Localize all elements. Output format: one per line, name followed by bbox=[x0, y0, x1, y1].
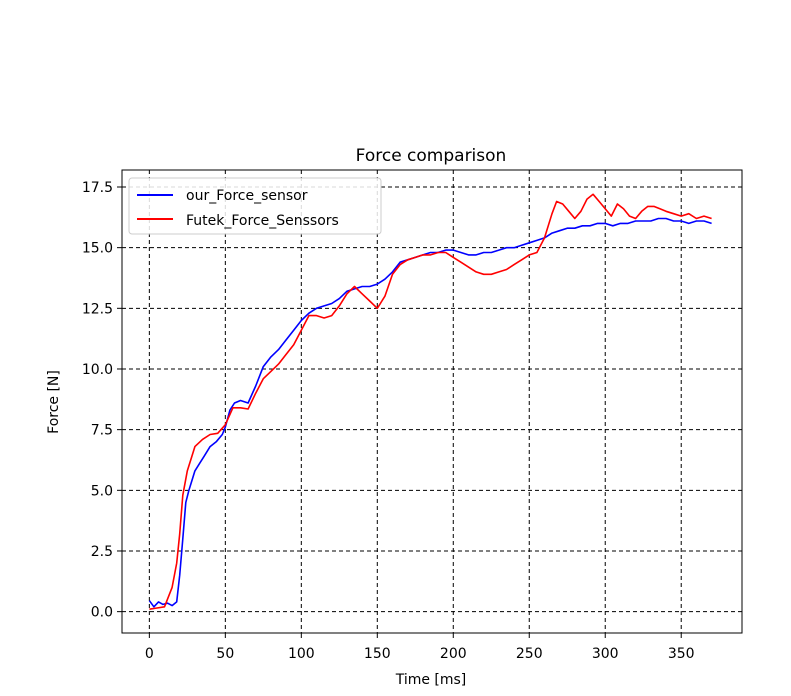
legend-box bbox=[128, 177, 382, 235]
axis-ticks: 0 50 100 150 200 250 300 350 0.0 2.5 5.0 7.5 10.0 12.… bbox=[82, 180, 695, 662]
chart-title: Force comparison bbox=[356, 146, 507, 166]
legend: our_Force_sensor Futek_Force_Senssors bbox=[128, 177, 382, 235]
x-tick-label: 0 bbox=[145, 646, 154, 662]
x-tick-label: 100 bbox=[288, 646, 315, 662]
y-tick-label: 7.5 bbox=[91, 423, 113, 439]
x-tick-label: 50 bbox=[216, 646, 234, 662]
legend-label-our-force-sensor: our_Force_sensor bbox=[186, 188, 308, 204]
grid bbox=[122, 170, 742, 633]
x-tick-label: 300 bbox=[592, 646, 619, 662]
y-tick-label: 15.0 bbox=[82, 241, 113, 257]
plot-lines bbox=[148, 193, 712, 610]
y-tick-label: 2.5 bbox=[91, 544, 113, 560]
legend-label-futek-force-sensors: Futek_Force_Senssors bbox=[186, 213, 339, 229]
y-tick-label: 5.0 bbox=[91, 483, 113, 499]
plot-frame bbox=[121, 169, 743, 634]
y-axis-label: Force [N] bbox=[46, 370, 62, 434]
series-line-our-force-sensor bbox=[148, 217, 712, 608]
y-tick-label: 10.0 bbox=[82, 362, 113, 378]
series-line-futek-force-sensors bbox=[149, 193, 712, 610]
x-tick-label: 150 bbox=[364, 646, 391, 662]
x-axis-label: Time [ms] bbox=[395, 672, 467, 688]
x-tick-label: 250 bbox=[516, 646, 543, 662]
x-tick-label: 200 bbox=[440, 646, 467, 662]
y-tick-label: 12.5 bbox=[82, 301, 113, 317]
y-tick-label: 0.0 bbox=[91, 605, 113, 621]
x-tick-label: 350 bbox=[668, 646, 695, 662]
y-tick-label: 17.5 bbox=[82, 180, 113, 196]
